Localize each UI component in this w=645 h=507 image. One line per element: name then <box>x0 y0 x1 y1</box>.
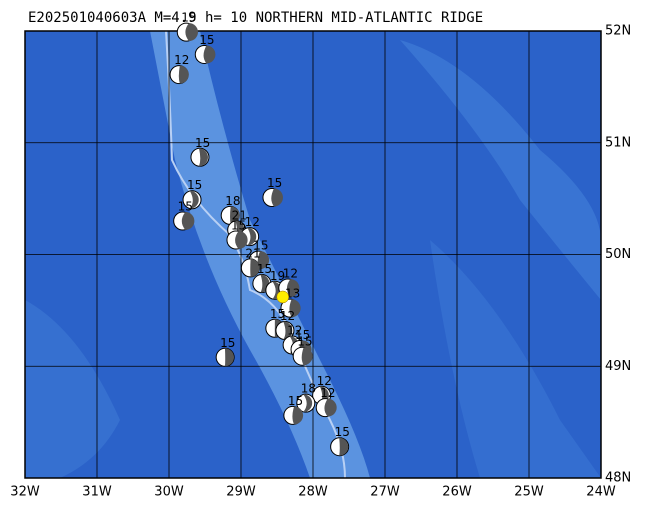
depth-label: 18 <box>301 382 316 396</box>
beachball <box>315 398 337 418</box>
beachball-quadrant <box>203 45 216 64</box>
depth-label: 15 <box>270 307 285 321</box>
beachball-quadrant <box>271 188 283 207</box>
depth-label: 15 <box>187 178 202 192</box>
beachball-quadrant <box>286 279 300 298</box>
depth-label: 15 <box>220 336 235 350</box>
beachball <box>190 147 210 167</box>
beachball <box>173 211 195 231</box>
x-tick-label: 30W <box>154 485 184 500</box>
y-tick-label: 51N <box>605 135 631 150</box>
x-tick-label: 32W <box>10 485 40 500</box>
beachball <box>275 320 295 340</box>
depth-label: 18 <box>225 194 240 208</box>
depth-label: 12 <box>317 374 332 388</box>
beachball-quadrant <box>283 321 293 340</box>
beachball-quadrant <box>181 211 195 230</box>
beachball-quadrant <box>198 148 208 167</box>
beachball <box>280 298 301 318</box>
beachball <box>292 346 313 366</box>
beachball-quadrant <box>324 398 337 417</box>
beachball <box>194 44 216 64</box>
beachball-quadrant <box>178 65 189 84</box>
x-tick-label: 27W <box>370 485 400 500</box>
x-tick-label: 28W <box>298 485 328 500</box>
beachball-quadrant <box>189 190 199 209</box>
beachball-quadrant <box>247 227 257 246</box>
beachball <box>176 22 198 42</box>
depth-label: 19 <box>270 269 285 283</box>
y-tick-label: 50N <box>605 247 631 262</box>
depth-label: 15 <box>295 328 310 342</box>
depth-label: 15 <box>253 239 268 253</box>
depth-label: 12 <box>280 309 295 323</box>
beachball-quadrant <box>230 206 240 225</box>
x-tick-label: 24W <box>586 485 616 500</box>
depth-label: 12 <box>320 386 335 400</box>
depth-label: 12 <box>245 215 260 229</box>
depth-label: 15 <box>231 218 246 232</box>
depth-label: 21 <box>245 246 260 260</box>
beachball <box>330 437 350 457</box>
depth-label: 15 <box>257 262 272 276</box>
beachball <box>226 230 248 250</box>
y-tick-label: 48N <box>605 471 631 486</box>
beachball <box>283 405 304 425</box>
beachball <box>296 393 316 413</box>
depth-label: 15 <box>178 199 193 213</box>
depth-label: 15 <box>195 136 210 150</box>
map-title: E202501040603A M=4.9 h= 10 NORTHERN MID-… <box>28 10 483 26</box>
depth-label: 15 <box>335 425 350 439</box>
beachball-quadrant <box>250 258 260 277</box>
beachball <box>169 65 189 85</box>
beachball-quadrant <box>339 437 349 456</box>
beachball-quadrant <box>292 406 304 425</box>
depth-label: 15 <box>199 33 214 47</box>
beachball <box>182 190 202 210</box>
beachball <box>240 258 260 278</box>
depth-label: 15 <box>297 335 312 349</box>
beachball-quadrant <box>257 251 270 270</box>
beachball <box>215 347 235 367</box>
beachball-quadrant <box>301 347 313 366</box>
frame <box>24 30 602 479</box>
beachball-quadrant <box>289 299 301 318</box>
depth-label: 12 <box>283 267 298 281</box>
y-tick-label: 49N <box>605 359 631 374</box>
beachball-quadrant <box>303 394 313 413</box>
depth-label: 12 <box>287 324 302 338</box>
beachball-quadrant <box>224 348 234 367</box>
beachball-quadrant <box>235 230 248 249</box>
beachball <box>262 188 283 208</box>
x-tick-label: 29W <box>226 485 256 500</box>
main-event <box>276 290 290 304</box>
depth-label: 12 <box>174 53 189 67</box>
depth-label: 21 <box>232 208 247 222</box>
beachball-quadrant <box>185 23 198 42</box>
beachball <box>278 278 300 298</box>
beachball <box>220 205 240 225</box>
x-tick-label: 25W <box>514 485 544 500</box>
x-tick-label: 31W <box>82 485 112 500</box>
x-tick-label: 26W <box>442 485 472 500</box>
depth-label: 15 <box>181 11 196 25</box>
y-tick-label: 52N <box>605 24 631 39</box>
depth-label: 15 <box>267 176 282 190</box>
depth-label: 15 <box>288 394 303 408</box>
